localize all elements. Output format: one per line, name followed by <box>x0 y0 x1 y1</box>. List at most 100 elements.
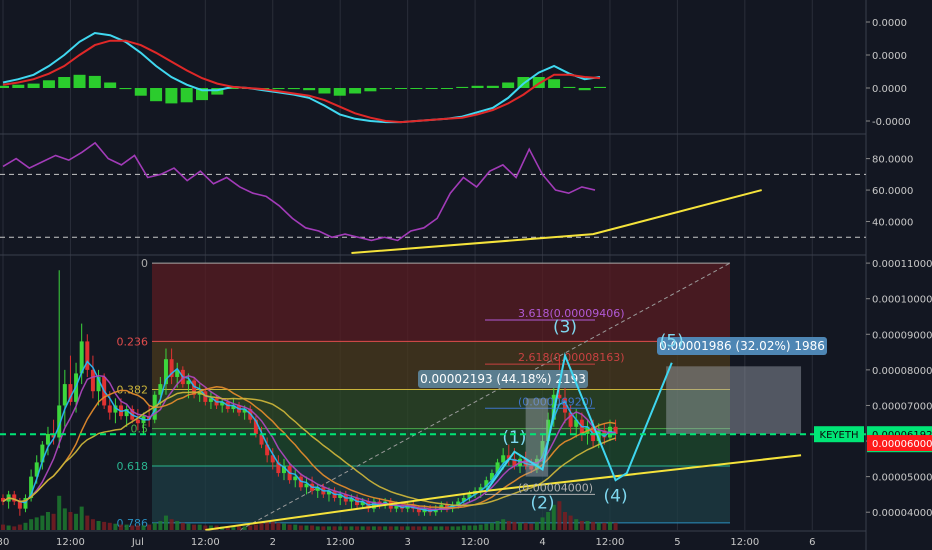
candle-body <box>135 419 140 424</box>
volume-bar <box>360 526 365 530</box>
candle-body <box>276 462 281 474</box>
fib-extension-label: (0.00004000) <box>518 481 593 494</box>
measure-box <box>525 398 549 477</box>
macd-histogram-bar <box>73 74 86 88</box>
volume-bar <box>366 526 371 530</box>
volume-bar <box>394 526 399 530</box>
volume-bar <box>85 515 90 530</box>
candle-body <box>192 380 197 395</box>
macd-histogram-bar <box>104 82 117 88</box>
price-axis-label: 0.00010000 <box>872 295 932 306</box>
volume-bar <box>607 521 612 530</box>
wave-label: (4) <box>604 487 628 507</box>
volume-bar <box>540 517 545 530</box>
macd-histogram-bar <box>395 88 407 89</box>
fib-level-label: 0.236 <box>117 335 149 348</box>
time-axis-label: 6 <box>809 537 815 548</box>
macd-histogram-bar <box>333 88 346 96</box>
volume-bar <box>124 524 129 530</box>
volume-bar <box>265 521 270 530</box>
fib-zone <box>152 465 730 523</box>
candle-body <box>523 458 528 466</box>
candle-body <box>557 394 562 399</box>
volume-bar <box>242 526 247 530</box>
volume-bar <box>546 512 551 530</box>
candle-body <box>371 501 376 509</box>
candle-body <box>186 380 191 385</box>
volume-bar <box>326 526 331 530</box>
volume-bar <box>506 521 511 530</box>
volume-bar <box>349 526 354 530</box>
volume-bar <box>23 522 28 530</box>
price-axis-label: 0.00008000 <box>872 366 932 377</box>
candle-body <box>175 369 180 377</box>
volume-bar <box>321 526 326 530</box>
volume-bar <box>192 524 197 530</box>
candle-body <box>613 426 618 434</box>
volume-bar <box>568 515 573 530</box>
volume-bar <box>237 526 242 530</box>
fib-level-label: 0.618 <box>117 460 149 473</box>
time-axis-label: 12:00 <box>730 537 759 548</box>
candle-body <box>253 419 258 434</box>
volume-bar <box>596 522 601 530</box>
candle-body <box>456 501 461 506</box>
rsi-axis-label: 60.0000 <box>872 186 913 197</box>
volume-bar <box>79 506 84 530</box>
candle-body <box>51 433 56 438</box>
volume-bar <box>518 522 523 530</box>
macd-axis-label: 0.0000 <box>872 18 907 29</box>
price-axis-label: 0.00009000 <box>872 330 932 341</box>
candle-body <box>1 497 5 502</box>
candle-body <box>568 412 573 427</box>
volume-bar <box>310 525 315 530</box>
volume-bar <box>298 525 303 530</box>
volume-bar <box>276 522 281 530</box>
rsi-trendline <box>351 189 762 254</box>
volume-bar <box>304 525 309 530</box>
candle-body <box>158 384 163 395</box>
volume-bar <box>602 522 607 530</box>
time-axis-label: 3 <box>404 537 410 548</box>
macd-histogram-bar <box>318 88 331 94</box>
macd-histogram-bar <box>364 88 377 92</box>
volume-bar <box>12 526 17 530</box>
volume-bar <box>45 512 50 530</box>
symbol-tag-text: KEYETH <box>820 430 859 441</box>
volume-bar <box>450 526 455 530</box>
candle-body <box>467 494 472 498</box>
volume-bar <box>282 523 286 530</box>
volume-bar <box>197 524 202 530</box>
volume-bar <box>141 525 146 530</box>
volume-bar <box>433 526 438 530</box>
volume-bar <box>489 522 494 530</box>
volume-bar <box>1 524 5 530</box>
time-axis-label: 5 <box>674 537 680 548</box>
volume-bar <box>287 524 292 530</box>
volume-bar <box>428 526 433 530</box>
candle-body <box>220 401 225 406</box>
axes: 0.00011000 0.00010000 0.00009000 0.00008000… <box>0 259 932 548</box>
volume-bar <box>90 519 95 530</box>
measure-label-box <box>657 337 827 355</box>
volume-bar <box>388 526 393 530</box>
candle-body <box>107 405 112 413</box>
candle-body <box>315 487 320 491</box>
moving-average-line <box>2 391 616 507</box>
candlesticks <box>1 270 618 516</box>
candle-body <box>85 341 90 370</box>
macd-histogram-bar <box>42 80 55 88</box>
macd-histogram-bar <box>379 88 392 90</box>
candle-body <box>478 487 483 491</box>
measure-label-box <box>418 370 588 388</box>
volume-bar <box>512 521 517 530</box>
wave-label: (5) <box>660 332 684 352</box>
volume-bar <box>152 522 157 530</box>
volume-bar <box>343 526 348 530</box>
volume-bar <box>135 525 140 530</box>
fib-level-label: 0.382 <box>117 383 149 396</box>
volume-bar <box>422 526 427 530</box>
volume-bar <box>186 523 191 530</box>
candle-body <box>529 465 534 470</box>
